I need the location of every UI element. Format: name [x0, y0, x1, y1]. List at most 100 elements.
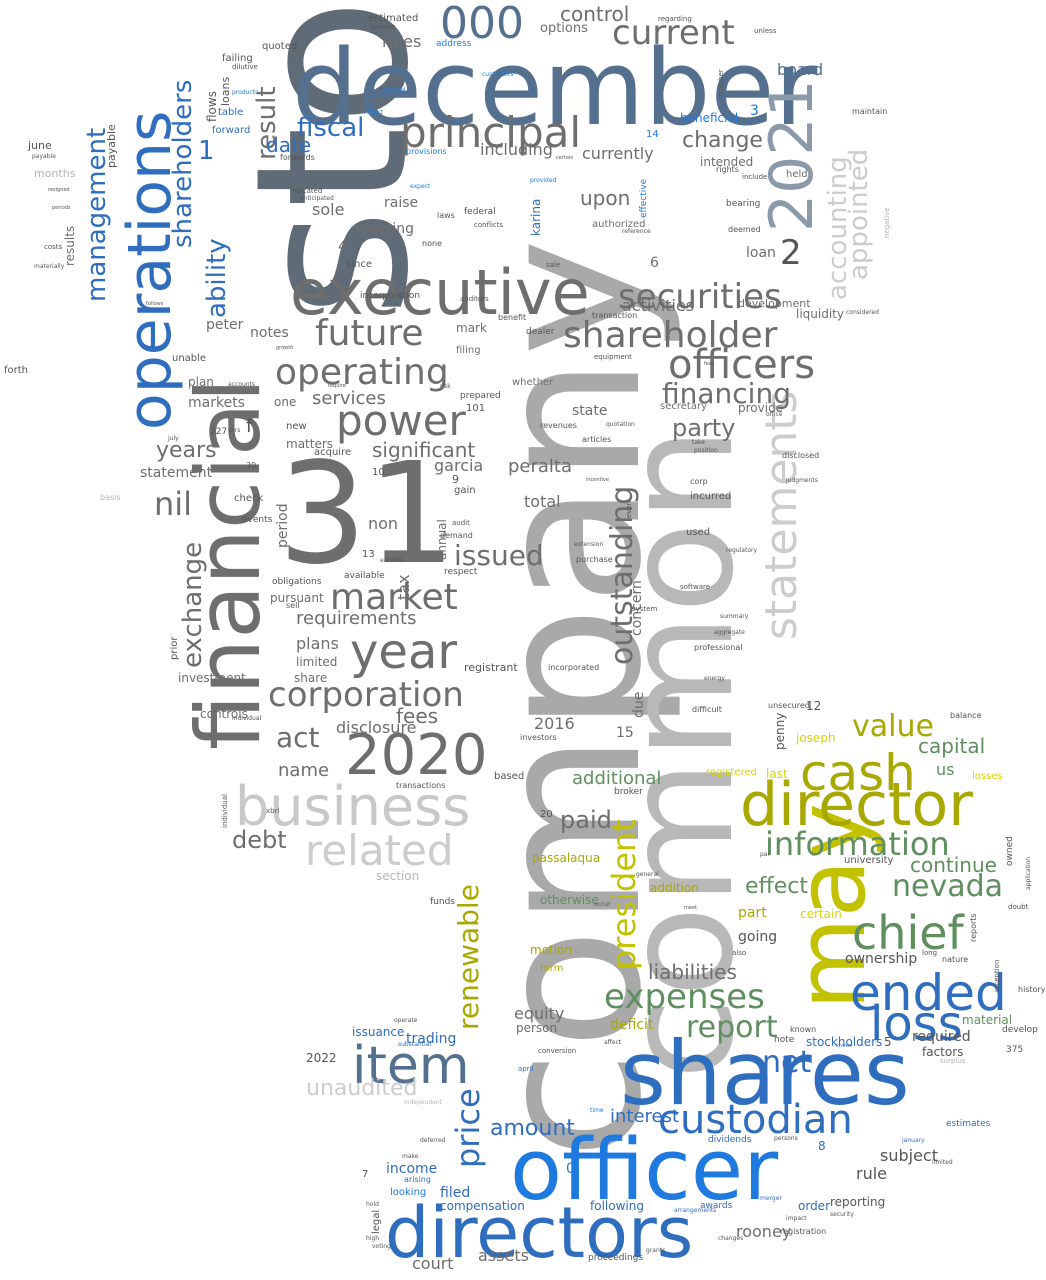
word-basis: costs	[44, 243, 63, 251]
word-forward: forward	[212, 125, 251, 136]
word-impact: security	[830, 1211, 854, 1218]
word-fees: fees	[396, 704, 439, 728]
word-used: used	[686, 527, 711, 538]
word-12: 12	[806, 699, 822, 713]
word-custodian: custodian	[658, 1097, 853, 1143]
word-compensation: compensation	[440, 1199, 525, 1213]
word-market: market	[330, 577, 458, 618]
word-risk: july	[168, 435, 179, 442]
word-periods: resigned	[48, 187, 70, 193]
word-deferred: make	[402, 1153, 419, 1160]
word-reporting: reporting	[830, 1195, 886, 1209]
word-name: name	[278, 760, 330, 781]
word-state: state	[572, 403, 608, 419]
word-court: court	[412, 1254, 454, 1273]
word-investors: investors	[520, 733, 557, 742]
word-filed: filed	[440, 1185, 471, 1201]
word-total: total	[524, 492, 561, 511]
word-4: 4	[338, 239, 347, 255]
word-require: prepared	[460, 391, 501, 401]
word-passalaqua: passalaqua	[532, 851, 601, 865]
word-customers: granted	[382, 87, 406, 94]
word-reference: reference	[622, 228, 651, 235]
word-peralta: peralta	[508, 456, 573, 477]
word-inception: inception	[993, 959, 1001, 992]
word-respect: respect	[444, 567, 478, 577]
word-indicated: anticipated	[300, 195, 334, 202]
word-legal: legal	[371, 1209, 382, 1234]
word-business: business	[235, 775, 471, 838]
word-affected: certain	[556, 155, 574, 161]
word-april: conversion	[538, 1047, 577, 1055]
word-laws: laws	[437, 211, 455, 220]
word-101: 101	[466, 403, 486, 414]
word-order: order	[798, 1199, 830, 1213]
word-grants: time	[590, 1107, 604, 1114]
word-university: meet	[684, 905, 697, 911]
word-unaudited: unaudited	[306, 1076, 418, 1101]
word-individual: individual	[221, 794, 229, 828]
word-directors: directors	[385, 1192, 694, 1274]
word-president: president	[605, 819, 643, 970]
word-dividends: deferred	[420, 1137, 446, 1144]
word-difficult: difficult	[692, 705, 722, 714]
word-even: take	[692, 439, 705, 446]
word-rooney: rooney	[736, 1222, 792, 1241]
word-sell: sell	[286, 601, 300, 610]
word-secretary: secretary	[660, 401, 707, 412]
word-bearing: bearing	[726, 199, 761, 209]
word-par: university	[844, 855, 894, 866]
word-liquidity: liquidity	[796, 307, 844, 321]
word-markets: markets	[188, 395, 245, 411]
word-benefit: benefit	[498, 313, 527, 322]
word-material: material	[962, 1013, 1013, 1027]
word-period: period	[275, 503, 291, 548]
word-issuance: issuance	[352, 1025, 405, 1039]
word-payable: payable	[105, 124, 118, 168]
word-sole: sole	[312, 200, 345, 219]
word-include: include	[742, 173, 768, 181]
word-price: price	[449, 1088, 487, 1168]
word-unable: unable	[172, 353, 207, 364]
word-deemed: deemed	[728, 225, 761, 234]
word-controls: controls	[200, 707, 248, 721]
word-operate: substantial	[398, 1041, 432, 1048]
word-shareholder: shareholder	[563, 315, 778, 356]
word-tax: tax	[394, 574, 413, 600]
word-system: system	[632, 605, 658, 613]
word-obligations: obligations	[272, 577, 322, 587]
word-mark: mark	[456, 321, 487, 335]
word-motion: motion	[530, 943, 573, 957]
word-rights: rights	[716, 165, 739, 174]
word-estimated: estimated	[368, 13, 419, 24]
word-events: events	[242, 515, 273, 525]
word-products: customers	[482, 71, 514, 78]
word-summary: summary	[720, 613, 749, 620]
word-extension: incentive	[586, 477, 609, 483]
word-paid: paid	[560, 806, 612, 834]
word-value: value	[852, 709, 934, 744]
word-sars: exhibits	[380, 557, 404, 564]
word-failing: failing	[222, 53, 253, 64]
word-effective: effective	[639, 178, 649, 218]
word-executive: executive	[290, 256, 590, 329]
word-raise: raise	[384, 195, 419, 211]
word-transaction: transaction	[592, 311, 638, 320]
word-debt: debt	[232, 826, 287, 854]
word-current: current	[612, 13, 735, 53]
word-director: director	[740, 770, 973, 840]
word-granted: provisions	[406, 147, 447, 156]
word-federal: federal	[464, 207, 496, 217]
word-dilutive: products	[232, 89, 259, 96]
word-maintain: october	[717, 69, 725, 96]
word-operating: operating	[275, 352, 449, 393]
word-following: following	[590, 1199, 644, 1213]
word-transactions: transactions	[396, 781, 446, 790]
word-officer: officer	[510, 1121, 779, 1220]
word-act: act	[276, 721, 320, 754]
word-shareholders: shareholders	[168, 79, 198, 248]
word-activities: activities	[622, 296, 695, 315]
word-services: services	[312, 388, 386, 409]
word-quotation: position	[694, 447, 718, 454]
